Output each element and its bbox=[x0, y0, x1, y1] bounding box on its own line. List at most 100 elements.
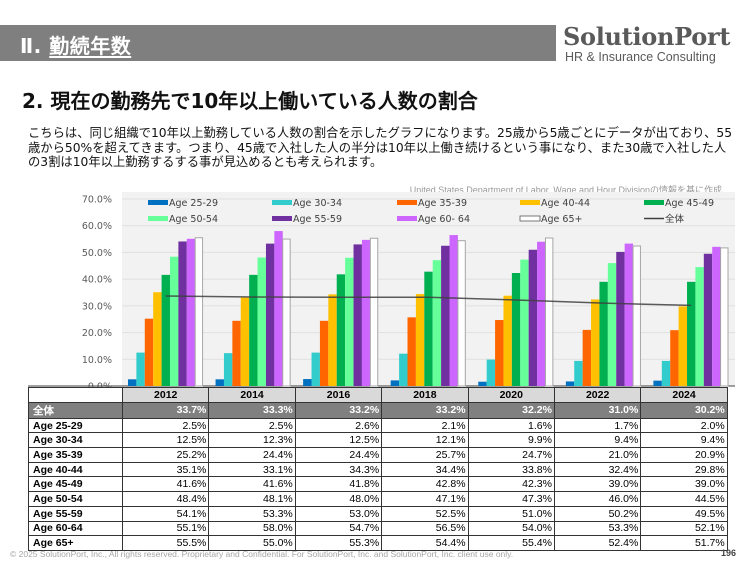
legend-swatch bbox=[644, 200, 664, 205]
bar-age-65--2018 bbox=[457, 240, 466, 387]
bar-age-40-44-2018 bbox=[415, 294, 425, 386]
table-row-label: Age 25-29 bbox=[28, 417, 123, 434]
table-cell: 41.6% bbox=[121, 476, 210, 493]
y-tick-label: 0.0% bbox=[88, 382, 112, 393]
legend-item: Age 40-44 bbox=[520, 198, 590, 209]
bar-age-50-54-2024 bbox=[695, 267, 704, 386]
bar-age-50-54-2014 bbox=[257, 257, 266, 386]
table-cell: 42.3% bbox=[467, 476, 555, 493]
table-row-label: Age 30-34 bbox=[28, 432, 123, 449]
table-cell: 55.4% bbox=[467, 535, 555, 551]
bar-age-25-29-2018 bbox=[390, 380, 400, 386]
y-tick-label: 50.0% bbox=[82, 248, 112, 259]
table-cell: 32.4% bbox=[553, 461, 642, 478]
bar-age-55-59-2016 bbox=[353, 244, 362, 386]
table-row: Age 55-59 54.1% 53.3% 53.0% 52.5% 51.0% 50.2% 4… bbox=[28, 505, 728, 522]
table-row: Age 35-39 25.2% 24.4% 24.4% 25.7% 24.7% 21.0% 2… bbox=[28, 447, 728, 463]
table-cell: 12.5% bbox=[121, 432, 210, 449]
table-cell: 48.1% bbox=[208, 491, 296, 507]
table-cell: 25.2% bbox=[121, 447, 210, 463]
bar-age-25-29-2024 bbox=[653, 380, 662, 386]
bar-age-60-64-2020 bbox=[537, 241, 546, 386]
source-note: United States Department of Labor, Wage … bbox=[409, 185, 722, 195]
table-cell: 52.4% bbox=[553, 535, 642, 551]
table-cell: 52.5% bbox=[381, 505, 469, 522]
table-cell: 55.1% bbox=[121, 520, 210, 537]
legend-item: Age 45-49 bbox=[644, 198, 714, 209]
table-cell: 30.2% bbox=[640, 401, 728, 419]
table-cell: 53.3% bbox=[208, 505, 296, 522]
bar-age-65--2014 bbox=[282, 238, 291, 387]
table-cell: 46.0% bbox=[553, 491, 642, 507]
table-cell: 1.6% bbox=[467, 417, 555, 434]
bar-age-55-59-2018 bbox=[441, 245, 450, 386]
legend-item: Age 65+ bbox=[519, 214, 582, 225]
legend-swatch bbox=[272, 200, 292, 205]
bar-age-40-44-2020 bbox=[503, 295, 512, 386]
legend-swatch bbox=[397, 200, 417, 205]
bar-age-25-29-2016 bbox=[303, 379, 312, 386]
bar-age-40-44-2012 bbox=[153, 292, 162, 386]
bar-age-60-64-2016 bbox=[361, 239, 371, 386]
table-col-header: 2024 bbox=[640, 387, 728, 403]
table-cell: 33.3% bbox=[208, 401, 296, 419]
data-table: 2012 2014 2016 2018 2020 2022 2024 全体 33.7% 33.3… bbox=[28, 387, 728, 551]
table-cell: 48.0% bbox=[294, 491, 383, 507]
table-row: Age 45-49 41.6% 41.6% 41.8% 42.8% 42.3% 39.0% 3… bbox=[28, 476, 728, 493]
table-cell: 48.4% bbox=[121, 491, 210, 507]
bar-age-35-39-2018 bbox=[407, 317, 416, 386]
y-tick-label: 60.0% bbox=[82, 221, 112, 232]
table-cell: 9.4% bbox=[553, 432, 642, 449]
logo-wordmark: SolutionPort bbox=[563, 22, 731, 51]
table-row-label: Age 45-49 bbox=[28, 476, 123, 493]
legend-label: Age 55-59 bbox=[293, 214, 342, 225]
description-text: こちらは、同じ組織で10年以上勤務している人数の割合を示したグラフになります。2… bbox=[28, 126, 733, 169]
bar-age-30-34-2020 bbox=[486, 359, 496, 386]
y-tick-label: 40.0% bbox=[82, 275, 112, 286]
table-cell: 33.7% bbox=[121, 401, 210, 419]
legend-label: Age 65+ bbox=[541, 214, 582, 225]
bar-age-45-49-2016 bbox=[336, 274, 346, 386]
table-cell: 33.1% bbox=[208, 461, 296, 478]
table-col-header: 2016 bbox=[294, 387, 383, 403]
bar-age-60-64-2018 bbox=[449, 235, 458, 386]
section-number: Ⅱ. bbox=[20, 34, 50, 58]
bar-age-40-44-2014 bbox=[240, 297, 250, 386]
bar-age-30-34-2024 bbox=[661, 360, 671, 386]
table-row-total: 全体 33.7% 33.3% 33.2% 33.2% 32.2% 31.0% 30.2% bbox=[28, 401, 728, 419]
footer-copyright: © 2025 SolutionPort, Inc., All rights re… bbox=[10, 549, 514, 559]
legend-item: Age 30-34 bbox=[272, 198, 342, 209]
bar-age-65--2012 bbox=[194, 237, 204, 387]
table-cell: 9.9% bbox=[467, 432, 555, 449]
table-row-label: Age 55-59 bbox=[28, 505, 123, 522]
table-cell: 55.3% bbox=[294, 535, 383, 551]
table-cell: 39.0% bbox=[640, 476, 728, 493]
legend-item: 全体 bbox=[644, 213, 685, 225]
table-cell: 12.3% bbox=[208, 432, 296, 449]
bar-age-35-39-2022 bbox=[582, 329, 592, 386]
table-cell: 9.4% bbox=[640, 432, 728, 449]
table-cell: 20.9% bbox=[640, 447, 728, 463]
table-cell: 49.5% bbox=[640, 505, 728, 522]
table-col-header: 2018 bbox=[381, 387, 469, 403]
table-col-header: 2022 bbox=[553, 387, 642, 403]
table-cell: 31.0% bbox=[553, 401, 642, 419]
legend-label: Age 25-29 bbox=[169, 198, 218, 209]
table-row: Age 30-34 12.5% 12.3% 12.5% 12.1% 9.9% 9.4% 9.4… bbox=[28, 432, 728, 449]
table-cell: 2.5% bbox=[208, 417, 296, 434]
table-cell: 47.1% bbox=[381, 491, 469, 507]
table-cell: 1.7% bbox=[553, 417, 642, 434]
bar-age-35-39-2024 bbox=[670, 330, 679, 386]
company-logo: SolutionPort HR & Insurance Consulting bbox=[563, 22, 743, 65]
legend-label: Age 45-49 bbox=[665, 198, 714, 209]
bar-age-50-54-2018 bbox=[432, 260, 442, 386]
bar-age-55-59-2020 bbox=[528, 249, 538, 386]
table-row: Age 25-29 2.5% 2.5% 2.6% 2.1% 1.6% 1.7% 2.0% bbox=[28, 417, 728, 434]
bar-age-25-29-2022 bbox=[565, 381, 575, 386]
y-tick-label: 30.0% bbox=[82, 301, 112, 312]
table-row-label: Age 50-54 bbox=[28, 491, 123, 507]
bar-age-55-59-2022 bbox=[616, 251, 625, 386]
table-col-header: 2012 bbox=[121, 387, 210, 403]
table-cell: 39.0% bbox=[553, 476, 642, 493]
bar-age-45-49-2014 bbox=[249, 274, 258, 386]
